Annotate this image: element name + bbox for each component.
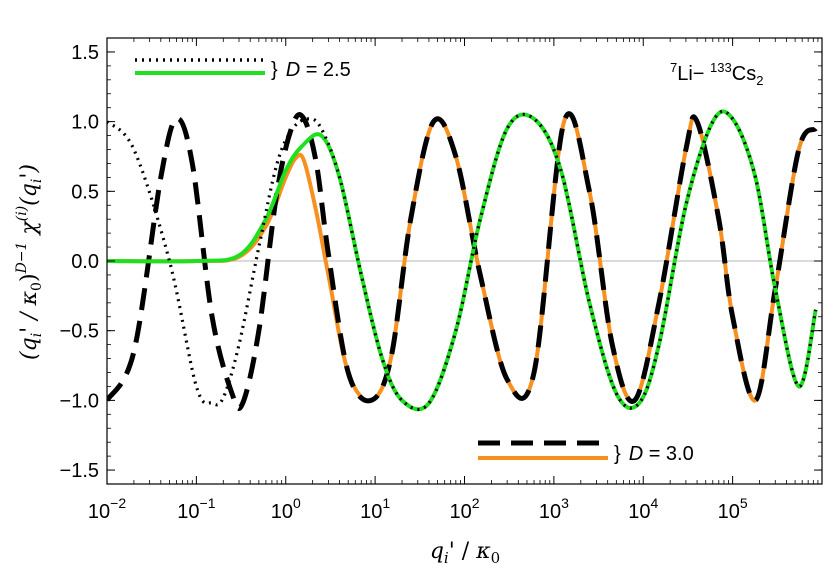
series-d25-green (107, 109, 818, 412)
legend-d30-label: } D = 3.0 (614, 443, 694, 465)
x-tick-label: 10−1 (177, 495, 215, 523)
system-annotation: 7Li− 133Cs2 (670, 60, 763, 88)
x-tick-label: 100 (271, 495, 301, 523)
x-tick-label: 103 (539, 495, 569, 523)
series-layer (107, 109, 818, 412)
legend-d25: } D = 2.5 (135, 58, 351, 81)
x-tick-label: 10−2 (88, 495, 126, 523)
x-axis-title: qi' / κ0 (430, 539, 500, 565)
y-tick-label: 0.5 (71, 181, 99, 203)
legend-d30: } D = 3.0 (478, 440, 694, 465)
y-tick-label: −1.0 (60, 390, 99, 412)
x-axis: 10−2 10−1 100 101 102 103 104 105 (88, 38, 819, 523)
x-tick-label: 101 (360, 495, 390, 523)
y-tick-label: 1.0 (71, 112, 99, 134)
y-tick-label: 0.0 (71, 251, 99, 273)
x-tick-label: 105 (718, 495, 748, 523)
x-tick-label: 102 (449, 495, 479, 523)
series-d25-dotted (107, 109, 818, 411)
series-d30-dashed (107, 111, 818, 411)
y-axis: 1.5 1.0 0.5 0.0 −0.5 −1.0 −1.5 (60, 42, 822, 482)
y-tick-label: 1.5 (71, 42, 99, 64)
y-tick-label: −0.5 (60, 321, 99, 343)
y-tick-label: −1.5 (60, 460, 99, 482)
y-axis-title: (qi' / κ0)D−1 χ(i)(qi') (14, 164, 45, 360)
legend-d25-label: } D = 2.5 (271, 59, 351, 81)
x-tick-label: 104 (628, 495, 658, 523)
